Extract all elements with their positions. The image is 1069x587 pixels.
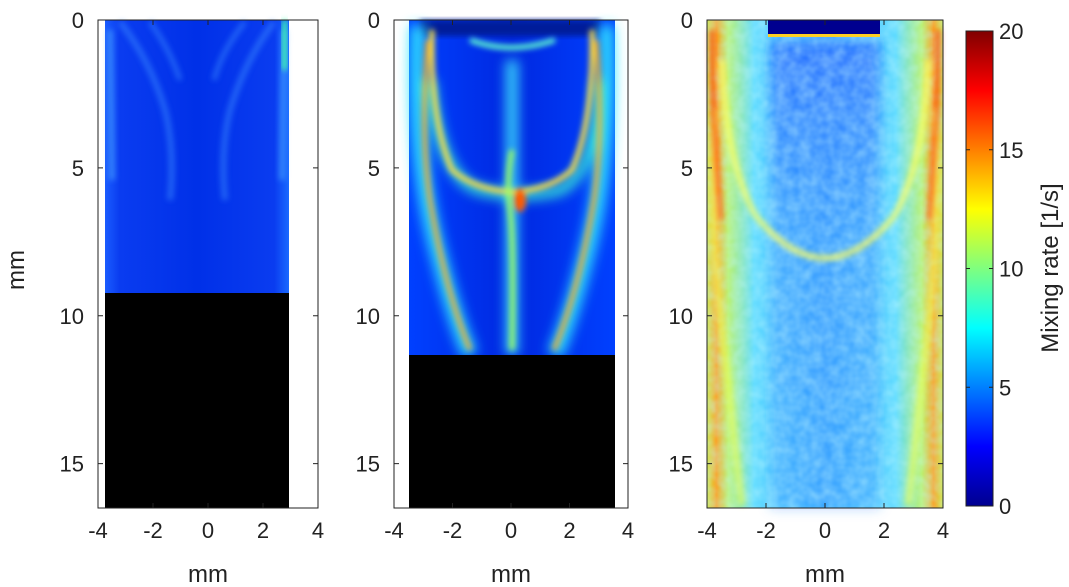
panel-1: -4 -2 0 2 4 0 5 10 15 (60, 8, 325, 543)
panel-2-ytick-label-2: 10 (356, 304, 380, 329)
panel-2-ticks: -4 -2 0 2 4 0 5 10 15 (356, 8, 635, 543)
panel-2-xtick-label-3: 2 (563, 518, 575, 543)
panel-2-xtick-label-1: -2 (443, 518, 463, 543)
panel-2-xlabel: mm (491, 561, 531, 587)
panel-2-heatmap (408, 20, 616, 508)
panel-1-ylabel: mm (3, 250, 30, 290)
colorbar-gradient (965, 30, 994, 507)
colorbar-tick-label-3: 15 (999, 138, 1023, 163)
panel-1-xtick-label-1: -2 (143, 518, 163, 543)
panel-3-heatmap (707, 20, 943, 508)
panel-3-texture (709, 29, 941, 506)
panel-1-xlabel: mm (188, 561, 228, 587)
panel-3-xtick-label-3: 2 (878, 518, 890, 543)
colorbar: 0 5 10 15 20 Mixing rate [1/s] (965, 19, 1064, 519)
panel-3-noise (707, 20, 943, 508)
panel-3-xtick-label-4: 4 (937, 518, 949, 543)
colorbar-label: Mixing rate [1/s] (1037, 183, 1064, 352)
panel-2-ytick-label-3: 15 (356, 452, 380, 477)
panel-1-xtick-label-3: 2 (257, 518, 269, 543)
panel-3-inset (768, 20, 880, 36)
panel-2-top-band (420, 20, 600, 36)
panel-1-ytick-label-2: 10 (60, 304, 84, 329)
panel-2-texture (408, 24, 616, 359)
panel-2-masked-region (409, 355, 615, 508)
panel-1-ticks: -4 -2 0 2 4 0 5 10 15 (60, 8, 325, 543)
panel-1-ytick-label-3: 15 (60, 452, 84, 477)
colorbar-tick-label-2: 10 (999, 257, 1023, 282)
panel-2-xtick-label-0: -4 (384, 518, 404, 543)
panel-3-xlabel: mm (805, 561, 845, 587)
panel-2: -4 -2 0 2 4 0 5 10 15 (356, 8, 635, 543)
panel-2-xtick-label-2: 0 (505, 518, 517, 543)
panel-3: -4 -2 0 2 4 0 5 10 15 (669, 8, 950, 543)
colorbar-tick-label-0: 0 (999, 494, 1011, 519)
panel-1-xtick-label-2: 0 (202, 518, 214, 543)
panel-1-xtick-label-0: -4 (88, 518, 108, 543)
panel-3-ytick-label-1: 5 (681, 156, 693, 181)
colorbar-tick-label-1: 5 (999, 375, 1011, 400)
panel-1-heatmap (105, 20, 289, 508)
panel-2-ytick-label-1: 5 (368, 156, 380, 181)
panel-1-ytick-label-0: 0 (72, 8, 84, 33)
panel-1-ytick-label-1: 5 (72, 156, 84, 181)
panel-1-masked-region (105, 293, 289, 508)
panel-3-ytick-label-0: 0 (681, 8, 693, 33)
panel-3-ytick-label-2: 10 (669, 304, 693, 329)
panel-3-xtick-label-0: -4 (697, 518, 717, 543)
panel-3-xtick-label-1: -2 (756, 518, 776, 543)
panel-2-ytick-label-0: 0 (368, 8, 380, 33)
panel-3-xtick-label-2: 0 (819, 518, 831, 543)
panel-2-xtick-label-4: 4 (622, 518, 634, 543)
panel-1-data-region (105, 20, 289, 293)
colorbar-ticks: 0 5 10 15 20 (966, 19, 1023, 519)
panel-1-xtick-label-4: 4 (312, 518, 324, 543)
panel-1-edge-highlight (282, 20, 287, 70)
colorbar-tick-label-4: 20 (999, 19, 1023, 44)
panel-3-ytick-label-3: 15 (669, 452, 693, 477)
panel-3-inset-edge (768, 34, 880, 37)
panel-3-ticks: -4 -2 0 2 4 0 5 10 15 (669, 8, 950, 543)
